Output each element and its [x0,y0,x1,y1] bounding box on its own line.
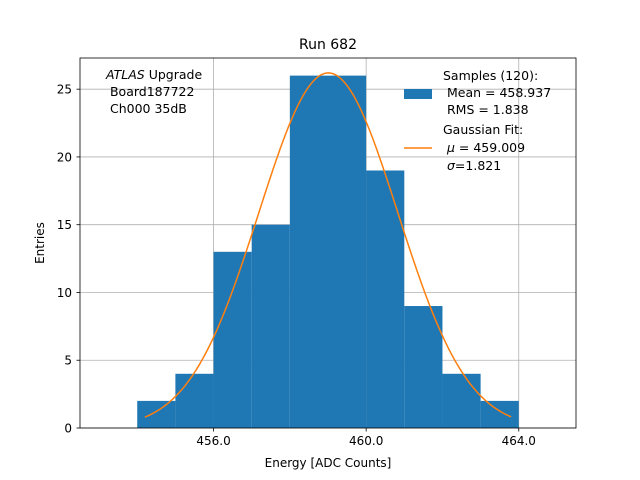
y-tick-label: 0 [64,422,72,436]
legend-fit-sigma: σ=1.821 [443,158,501,173]
histogram-bar [442,373,481,428]
gaussian-fit-line [144,72,512,418]
upgrade-label: Upgrade [145,67,203,82]
legend-fit-title: Gaussian Fit: [443,122,523,137]
mu-symbol: μ [446,140,455,155]
axis-ticks: 456.0 460.0 464.0 0 5 10 15 20 25 [57,83,536,448]
gaussian-fit [144,72,512,418]
histogram-bars [137,75,519,428]
plot-frame [79,57,577,429]
legend-samples-mean: Mean = 458.937 [443,85,551,100]
annotation-board: Board187722 [106,84,194,99]
legend: Samples (120): Mean = 458.937 RMS = 1.83… [404,68,551,173]
x-tick-label: 464.0 [502,434,536,448]
histogram-bar [328,75,367,428]
histogram-bar [137,400,176,428]
y-axis-label: Entries [33,222,47,264]
histogram-bar [213,251,252,428]
atlas-annotation: ATLAS Upgrade Board187722 Ch000 35dB [105,67,202,116]
atlas-label: ATLAS [105,67,145,82]
sigma-value: =1.821 [455,158,501,173]
annotation-channel: Ch000 35dB [106,101,187,116]
y-tick-label: 20 [57,150,72,164]
histogram-bar [289,75,328,428]
y-tick-label: 5 [64,354,72,368]
y-tick-label: 10 [57,286,72,300]
y-tick-label: 15 [57,218,72,232]
legend-fit-mu: μ = 459.009 [443,140,525,155]
y-tick-label: 25 [57,83,72,97]
annotation-line-1: ATLAS Upgrade [105,67,202,82]
histogram-bar [366,170,405,428]
histogram-bar [404,306,443,428]
sigma-symbol: σ [447,158,456,173]
x-tick-label: 460.0 [349,434,383,448]
mu-value: = 459.009 [455,140,525,155]
histogram-bar [175,373,214,428]
chart-title: Run 682 [299,37,357,53]
histogram-bar [251,224,290,428]
x-tick-label: 456.0 [196,434,230,448]
legend-samples-swatch [404,89,432,99]
x-axis-label: Energy [ADC Counts] [265,456,392,470]
histogram-bar [480,400,519,428]
legend-samples-rms: RMS = 1.838 [443,102,529,117]
legend-samples-title: Samples (120): [443,68,538,83]
